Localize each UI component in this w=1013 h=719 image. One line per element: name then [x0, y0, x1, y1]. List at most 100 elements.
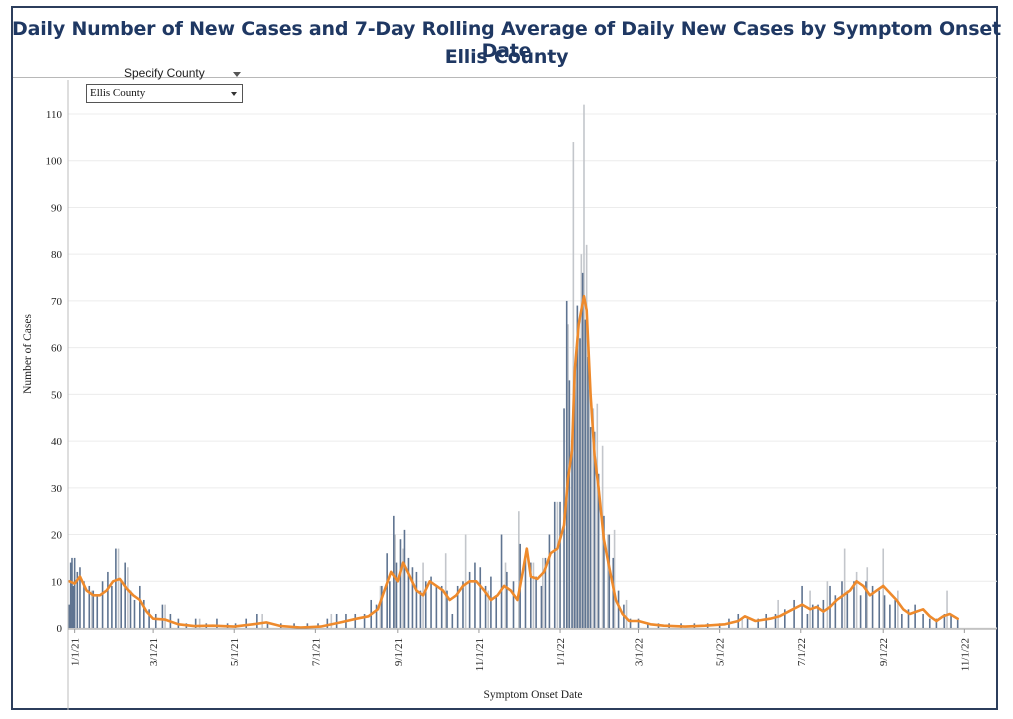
case-bar: [72, 585, 75, 628]
case-bar: [889, 604, 891, 628]
rolling-average-line: [68, 294, 959, 629]
case-bar: [928, 618, 931, 628]
case-bar: [245, 618, 248, 628]
case-bar: [120, 581, 122, 628]
y-tick-label: 50: [51, 389, 63, 401]
case-bar: [883, 595, 886, 628]
case-bar: [935, 618, 938, 628]
case-bar: [548, 534, 551, 628]
case-bar: [901, 613, 903, 628]
case-bar: [381, 585, 383, 628]
case-bar: [468, 571, 471, 628]
case-bar: [826, 581, 829, 628]
case-bar: [394, 534, 396, 628]
case-bar: [943, 613, 946, 628]
x-tick-label: 9/1/21: [393, 638, 405, 666]
x-tick-label: 1/1/21: [70, 638, 82, 666]
x-tick-label: 1/1/22: [555, 638, 567, 666]
case-bar: [811, 604, 814, 628]
case-bar: [581, 272, 584, 628]
case-bar: [419, 590, 422, 628]
case-bar: [326, 618, 329, 628]
case-bar: [741, 618, 744, 628]
case-bar: [603, 515, 605, 628]
case-bar: [592, 408, 595, 628]
case-bar: [585, 244, 588, 628]
case-bar: [629, 618, 632, 628]
case-bar: [587, 356, 589, 628]
case-bar: [399, 539, 402, 628]
case-bar: [777, 599, 779, 628]
y-tick-label: 90: [51, 202, 63, 214]
case-bar: [464, 534, 467, 628]
case-bar: [504, 562, 507, 628]
case-bar: [575, 352, 577, 628]
case-bar: [524, 557, 527, 628]
y-tick-label: 100: [46, 156, 63, 168]
case-bar: [596, 403, 599, 628]
case-bar: [565, 300, 568, 628]
case-bar: [354, 613, 357, 628]
case-bar: [306, 623, 309, 628]
case-bar: [430, 576, 432, 628]
case-bar: [424, 581, 427, 628]
case-bar: [133, 599, 136, 628]
case-bar: [407, 557, 410, 628]
case-bar: [597, 473, 600, 628]
case-bar: [198, 618, 201, 628]
case-bar: [865, 581, 867, 628]
case-bar: [544, 557, 547, 628]
bars-light-series: [91, 104, 948, 629]
case-bar: [124, 562, 126, 628]
case-bar: [395, 562, 398, 628]
case-bar: [194, 618, 197, 628]
title-divider: [13, 77, 997, 78]
case-bar: [129, 590, 132, 628]
bars-series: [68, 272, 959, 628]
case-bar: [293, 623, 295, 628]
case-bar: [822, 599, 825, 628]
case-bar: [846, 590, 849, 628]
case-bar: [154, 613, 157, 628]
case-bar: [956, 618, 959, 628]
case-bar: [216, 618, 218, 628]
case-bar: [793, 599, 795, 628]
case-bar: [111, 585, 113, 628]
case-bar: [878, 590, 881, 628]
case-bar: [495, 595, 498, 628]
case-bar: [834, 595, 837, 628]
case-bar: [512, 581, 515, 628]
case-bar: [139, 585, 141, 628]
x-tick-label: 11/1/21: [474, 638, 486, 671]
case-bar: [440, 585, 443, 628]
case-bar: [446, 590, 448, 628]
case-bar: [117, 548, 120, 628]
axes: 0 10 20 30 40 50 60 70 80 90 100 110 1/1/21 3/1/21 5/1…: [46, 80, 997, 710]
case-bar: [568, 380, 571, 628]
case-bar: [559, 501, 561, 628]
filter-menu-chevron-icon[interactable]: [233, 72, 241, 77]
case-bar: [922, 613, 924, 628]
case-bar: [330, 613, 333, 628]
case-bar: [593, 431, 596, 628]
case-bar: [500, 534, 503, 628]
case-bar: [855, 571, 858, 628]
case-bar: [101, 581, 104, 628]
case-bar: [746, 618, 749, 628]
case-bar: [403, 529, 406, 628]
case-bar: [88, 585, 91, 628]
case-bar: [841, 581, 843, 628]
case-bar: [462, 581, 464, 628]
case-bar: [894, 599, 896, 628]
chart-title: Daily Number of New Cases and 7-Day Roll…: [12, 18, 1001, 62]
case-bar: [579, 338, 581, 628]
case-bar: [583, 104, 585, 629]
case-bar: [415, 571, 418, 628]
case-bar: [107, 571, 109, 628]
chart-frame: [11, 6, 998, 710]
case-bar: [73, 557, 76, 628]
case-bar: [765, 613, 767, 628]
case-bar: [386, 553, 388, 628]
county-select-dropdown[interactable]: Ellis County: [86, 84, 243, 103]
